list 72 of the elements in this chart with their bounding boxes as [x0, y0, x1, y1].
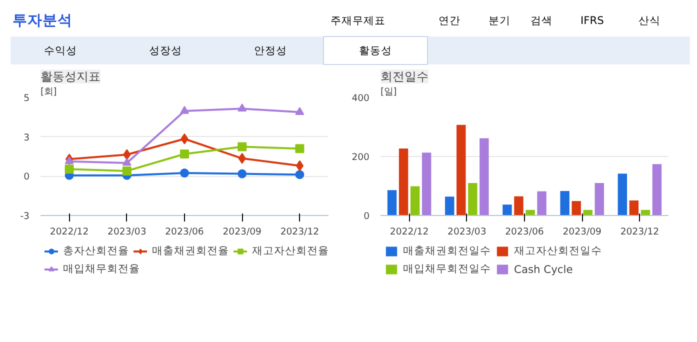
y-tick-label: -3	[20, 211, 30, 222]
text: 성장성	[149, 44, 182, 57]
bar	[410, 186, 420, 216]
point	[238, 142, 247, 152]
text: 수익성	[44, 44, 77, 57]
bar	[387, 190, 397, 216]
legend-label: 매입채무회전일수	[403, 262, 491, 276]
text: 검색	[530, 14, 552, 27]
chart-title: 활동성지표	[40, 70, 100, 84]
point	[180, 149, 189, 158]
point	[180, 106, 189, 114]
point	[122, 158, 132, 166]
legend-label: 재고자산회전율	[252, 244, 329, 258]
legend-label: Cash Cycle	[514, 262, 573, 276]
text: 연간	[438, 14, 460, 27]
x-tick-label: 2023/12	[620, 226, 660, 238]
point	[238, 104, 247, 112]
bar	[514, 196, 524, 216]
y-axis-title: [일]	[380, 86, 397, 98]
bar	[456, 124, 466, 216]
bar	[526, 210, 535, 216]
point	[295, 170, 304, 180]
bar	[398, 148, 408, 216]
y-tick-label: 0	[364, 211, 370, 222]
legend-label: 재고자산회전일수	[514, 244, 602, 258]
bar	[445, 196, 454, 216]
text: IFRS	[580, 14, 604, 27]
bar	[422, 152, 432, 216]
text: 산식	[638, 14, 660, 27]
bar	[537, 191, 546, 216]
text: 분기	[488, 14, 510, 27]
y-tick-label: 200	[352, 152, 370, 163]
x-tick-label: 2023/12	[280, 226, 320, 238]
text: 안정성	[254, 44, 287, 57]
point	[122, 166, 132, 176]
x-tick-label: 2023/09	[562, 226, 602, 238]
y-axis-title: [회]	[40, 86, 57, 98]
text: 주재무제표	[330, 14, 386, 27]
x-tick-label: 2023/06	[505, 226, 544, 238]
text: 투자분석	[12, 12, 72, 29]
bar	[480, 138, 489, 216]
bar	[572, 201, 581, 216]
bar	[629, 200, 639, 216]
bar	[594, 183, 604, 216]
bar	[618, 174, 628, 216]
x-tick-label: 2023/03	[448, 226, 486, 238]
x-tick-label: 2023/03	[108, 226, 146, 238]
x-tick-label: 2023/09	[222, 226, 262, 238]
point	[295, 144, 304, 154]
y-tick-label: 0	[24, 172, 30, 183]
chart-title: 회전일수	[380, 70, 428, 84]
point	[295, 107, 304, 115]
text: 활동성	[359, 44, 392, 57]
point	[64, 156, 74, 164]
bar	[560, 191, 570, 216]
point	[238, 169, 247, 178]
bar	[652, 164, 662, 216]
point	[180, 168, 189, 178]
y-tick-label: 3	[24, 132, 30, 144]
x-tick-label: 2023/06	[165, 226, 204, 238]
legend-label: 총자산회전율	[63, 244, 129, 258]
legend-label: 매입채무회전율	[63, 262, 140, 276]
point	[64, 164, 74, 174]
legend-label: 매출채권회전일수	[403, 244, 491, 258]
y-tick-label: 5	[24, 93, 30, 104]
y-tick-label: 400	[352, 93, 370, 104]
x-tick-label: 2022/12	[50, 226, 89, 238]
bar	[502, 204, 512, 216]
point	[296, 160, 304, 172]
bar	[468, 183, 478, 216]
legend-label: 매출채권회전율	[152, 244, 229, 258]
x-tick-label: 2022/12	[390, 226, 429, 238]
